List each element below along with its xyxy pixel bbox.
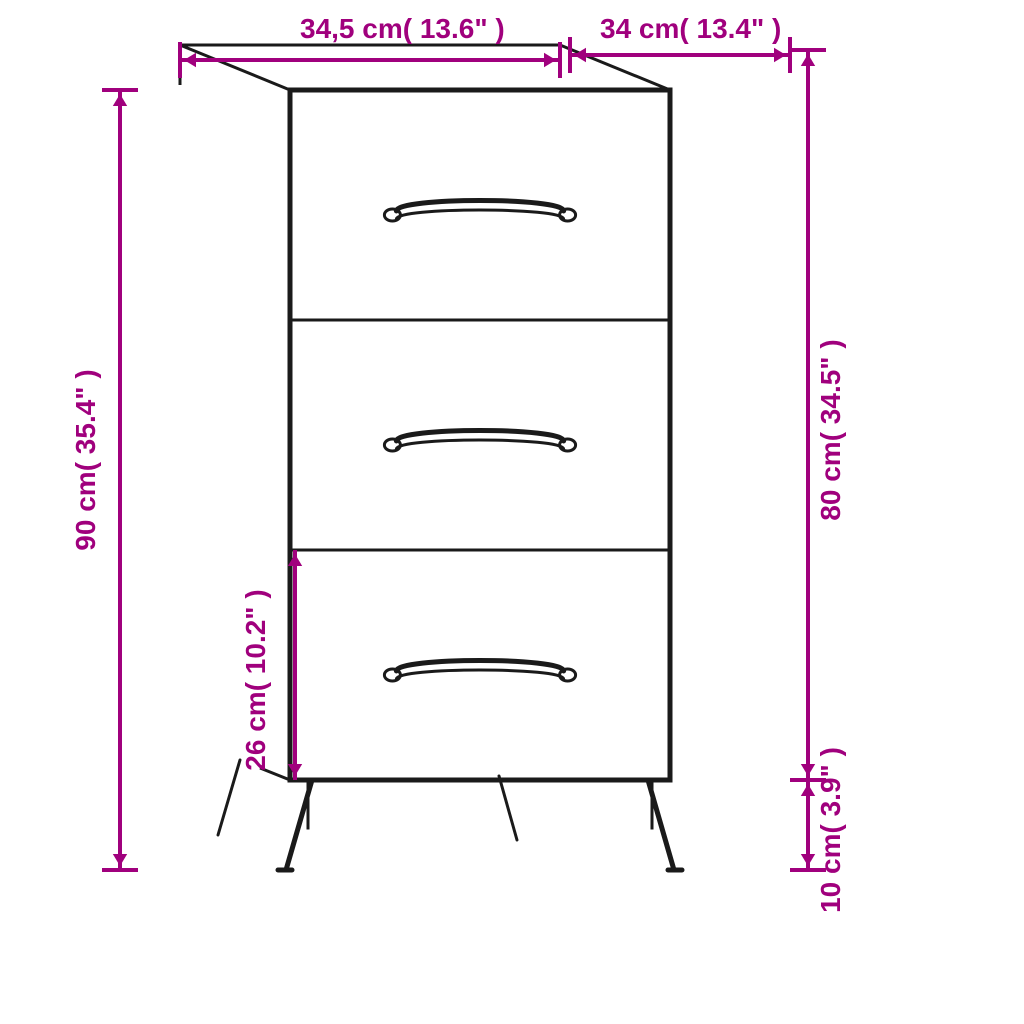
dimension-label-drawer_height: 26 cm( 10.2" ): [240, 589, 271, 770]
dimension-label-width: 34,5 cm( 13.6" ): [300, 13, 505, 44]
dimension-diagram: 34,5 cm( 13.6" ) 34 cm( 13.4" ) 90 cm( 35.…: [0, 0, 1024, 1024]
dimension-label-body_height: 80 cm( 34.5" ): [815, 339, 846, 520]
cabinet-leg-icon: [648, 780, 682, 870]
drawer-handle-icon: [384, 431, 575, 452]
drawer-handle-icon: [384, 201, 575, 222]
dimension-label-total_height: 90 cm( 35.4" ): [70, 369, 101, 550]
dimension-label-leg_height: 10 cm( 3.9" ): [815, 747, 846, 913]
cabinet-leg-icon: [278, 780, 312, 870]
drawer-handle-icon: [384, 661, 575, 682]
dimension-label-depth: 34 cm( 13.4" ): [600, 13, 781, 44]
